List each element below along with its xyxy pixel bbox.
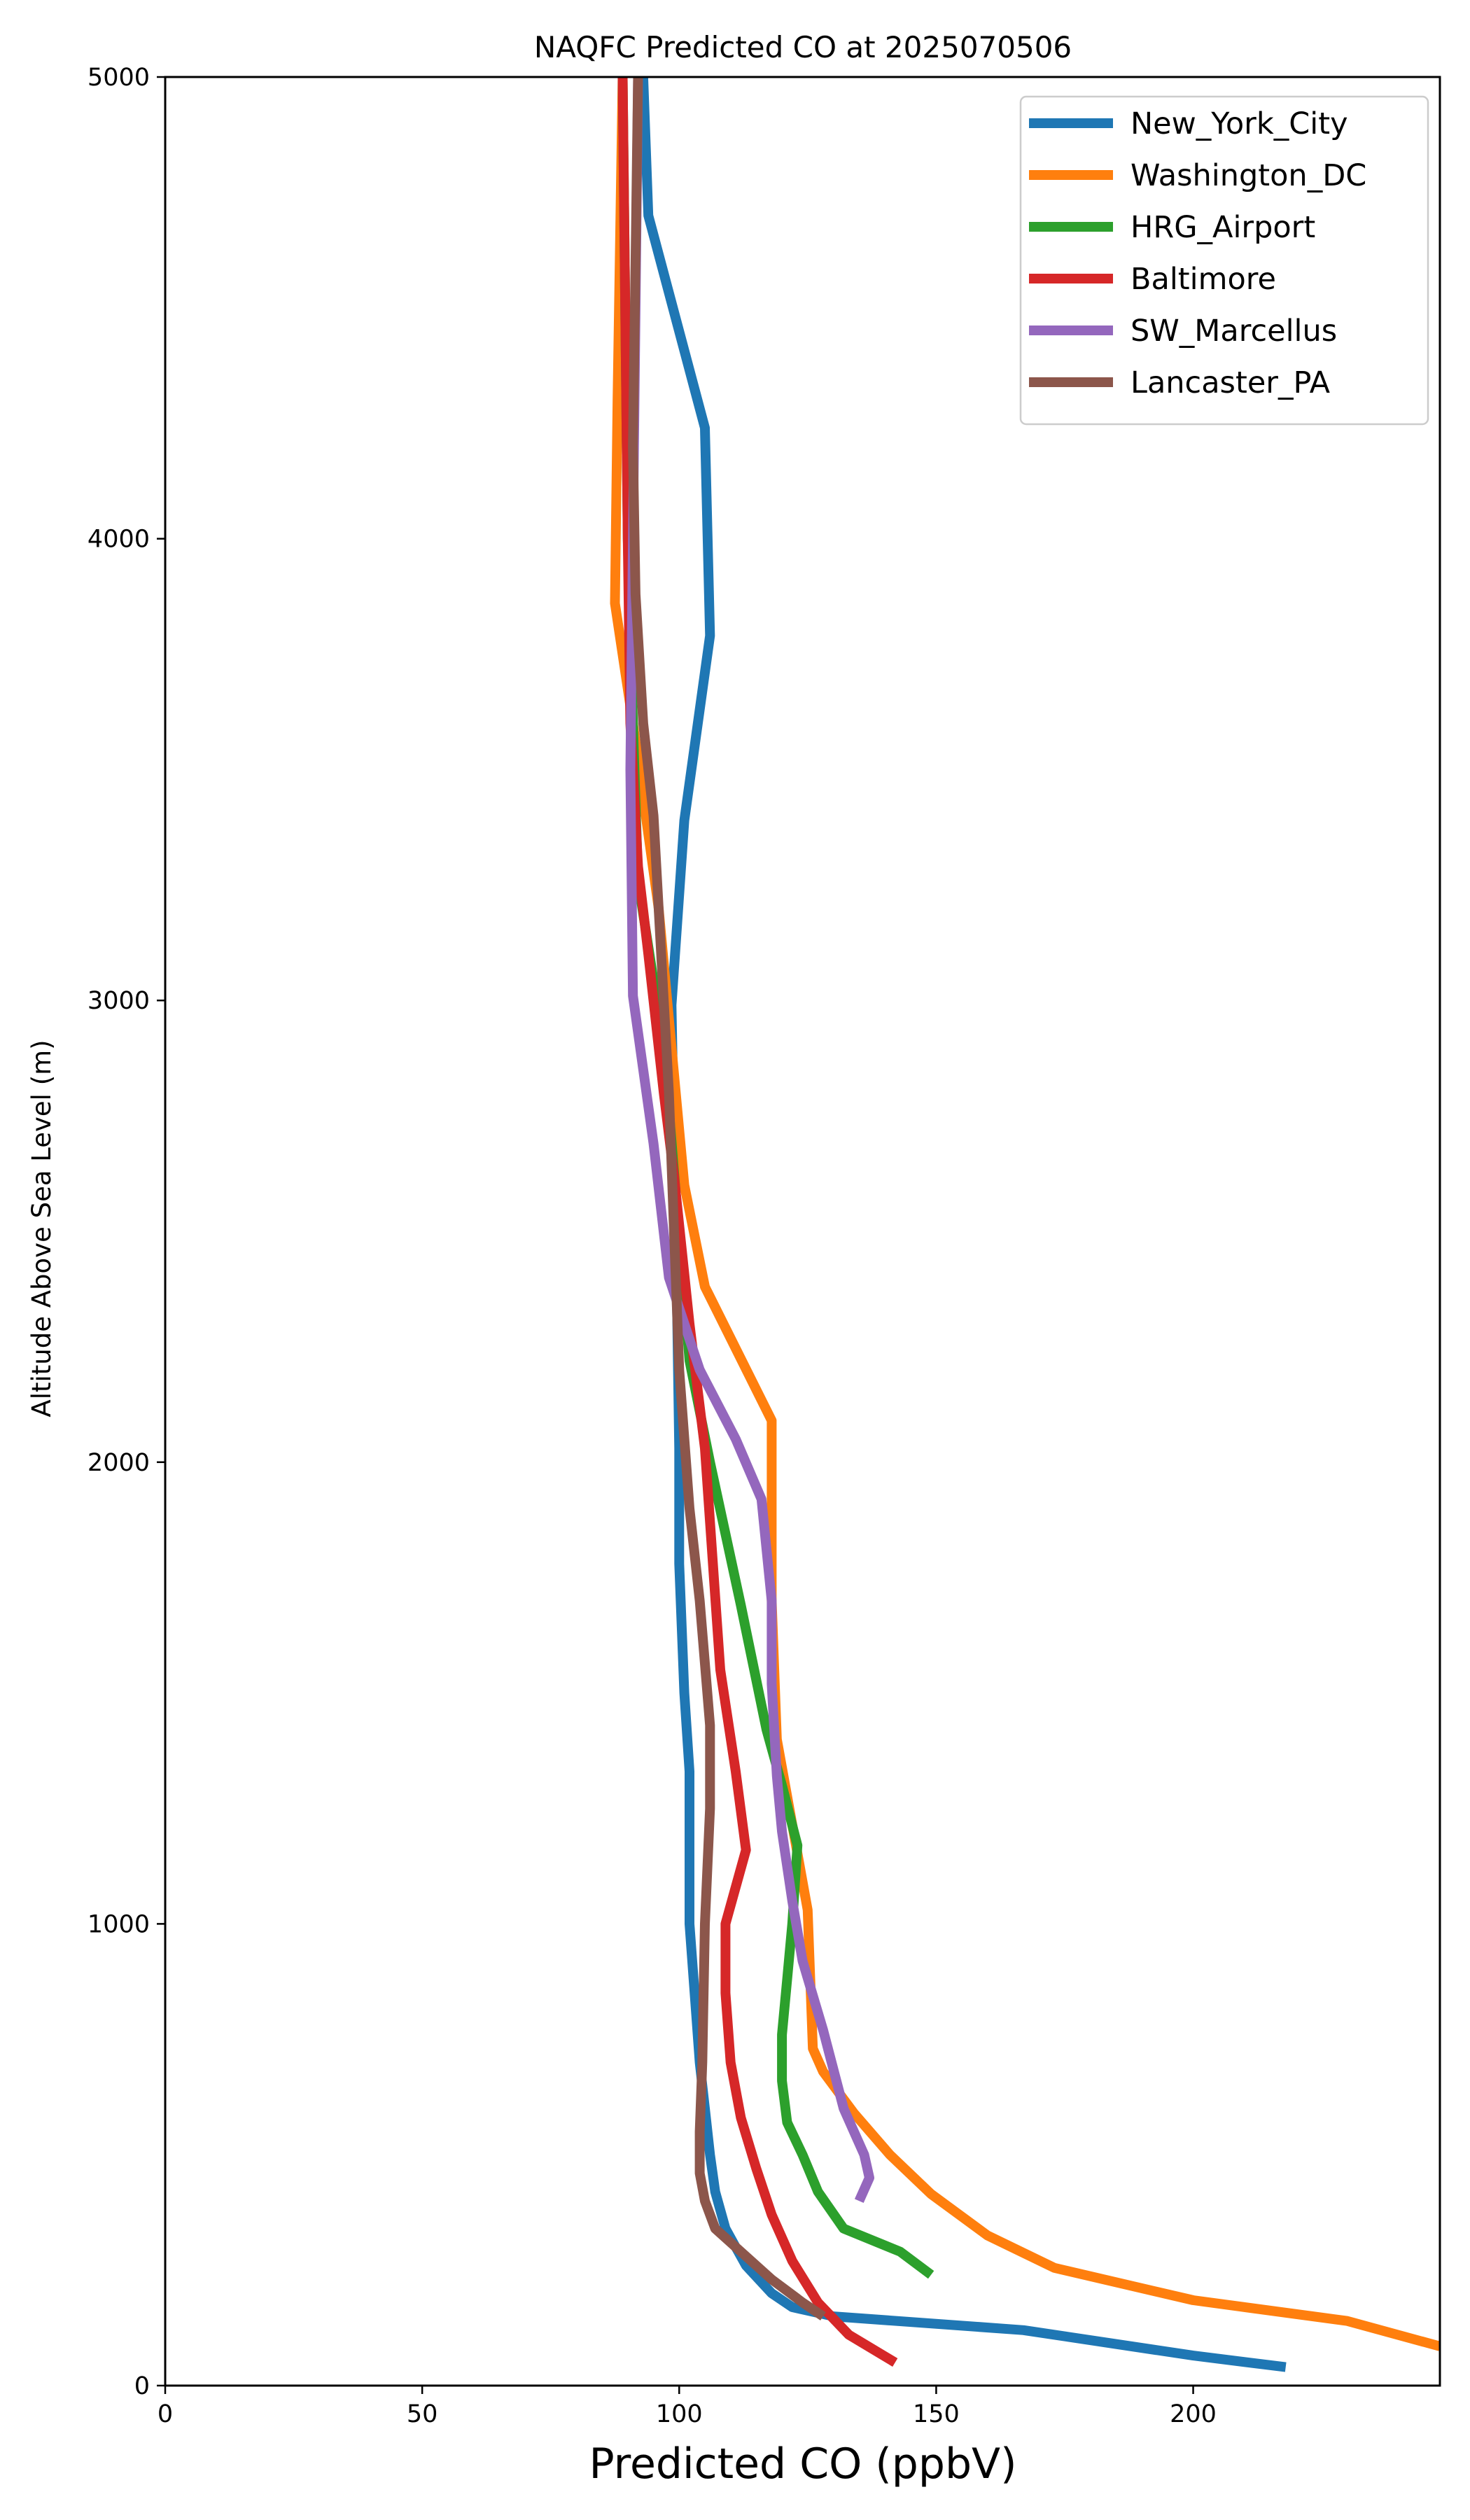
series-line-lancaster-pa: [628, 77, 826, 2320]
series-line-washington-dc: [610, 77, 1440, 2351]
y-tick-label: 3000: [88, 987, 150, 1015]
x-tick-label: 200: [1170, 2400, 1217, 2428]
x-axis-label: Predicted CO (ppbV): [589, 2440, 1016, 2488]
y-tick-label: 2000: [88, 1449, 150, 1477]
series-line-new-york-city: [638, 77, 1287, 2372]
y-tick-label: 5000: [88, 64, 150, 92]
plot-area: [610, 77, 1440, 2372]
legend-label: Washington_DC: [1130, 158, 1366, 193]
chart-title: NAQFC Predicted CO at 2025070506: [534, 30, 1072, 64]
legend: New_York_City Washington_DC HRG_Airport Bal…: [1019, 95, 1429, 426]
legend-label: HRG_Airport: [1130, 210, 1315, 245]
legend-box: [1019, 95, 1429, 426]
legend-label: Lancaster_PA: [1130, 365, 1331, 400]
plot-frame: [164, 76, 1441, 2387]
x-tick-label: 0: [158, 2400, 173, 2428]
legend-label: Baltimore: [1130, 262, 1276, 297]
y-tick-label: 0: [134, 2372, 150, 2400]
series-lines: [610, 77, 1440, 2372]
y-axis-label: Altitude Above Sea Level (m): [27, 1040, 57, 1417]
series-line-baltimore: [617, 77, 898, 2367]
legend-label: New_York_City: [1130, 106, 1348, 141]
x-tick-label: 100: [656, 2400, 703, 2428]
series-line-sw-marcellus: [625, 77, 874, 2204]
y-tick-label: 4000: [88, 526, 150, 554]
y-tick-label: 1000: [88, 1910, 150, 1938]
legend-label: SW_Marcellus: [1130, 314, 1337, 349]
x-tick-label: 150: [913, 2400, 960, 2428]
x-tick-label: 50: [407, 2400, 438, 2428]
